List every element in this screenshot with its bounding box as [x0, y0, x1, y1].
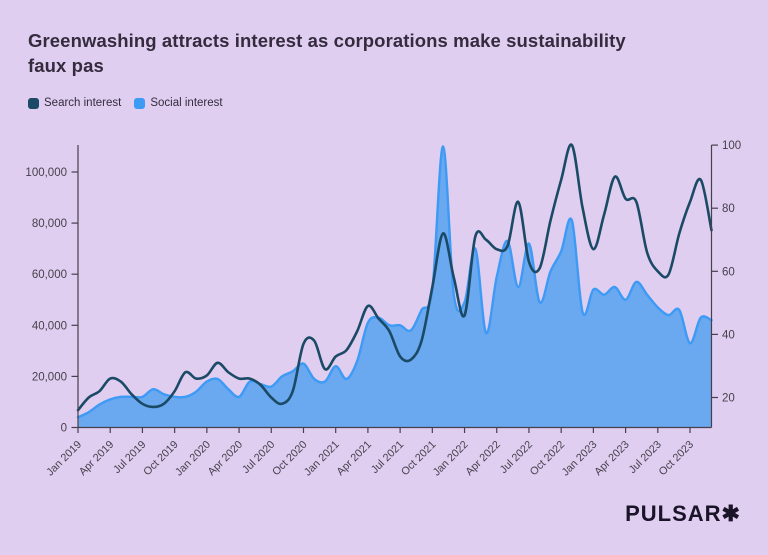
y-left-tick-label: 20,000	[32, 371, 67, 383]
y-left-tick-label: 80,000	[32, 218, 67, 230]
page-title-line1: Greenwashing attracts interest as corpor…	[28, 30, 626, 51]
x-tick-label: Apr 2020	[206, 439, 245, 478]
x-tick-label: Apr 2023	[592, 439, 631, 478]
x-tick-label: Apr 2019	[77, 439, 116, 478]
x-tick-label: Apr 2022	[463, 439, 502, 478]
chart-legend: Search interest Social interest	[28, 97, 223, 109]
legend-swatch-search-interest	[28, 97, 39, 109]
y-right-tick-label: 100	[722, 140, 741, 152]
x-tick-label: Jan 2019	[44, 439, 84, 479]
social-area	[76, 145, 713, 428]
legend-label-social-interest: Social interest	[150, 97, 223, 109]
legend-item-search-interest[interactable]: Search interest	[28, 97, 121, 109]
x-tick-label: Jan 2023	[560, 439, 600, 479]
legend-item-social-interest[interactable]: Social interest	[134, 97, 223, 109]
y-right-tick-label: 60	[722, 266, 735, 278]
x-tick-label: Jan 2020	[173, 439, 213, 479]
x-tick-label: Oct 2023	[657, 439, 696, 478]
y-axis-right: 20 40 60 80 100	[710, 140, 741, 428]
y-left-tick-label: 40,000	[32, 320, 67, 332]
legend-label-search-interest: Search interest	[44, 97, 122, 109]
legend-swatch-social-interest	[134, 97, 146, 109]
y-right-tick-label: 40	[722, 329, 735, 341]
pulsar-logo: PULSAR✱	[625, 501, 741, 526]
y-left-tick-label: 60,000	[32, 269, 67, 281]
y-left-tick-label: 0	[61, 423, 67, 435]
x-tick-label: Apr 2021	[335, 439, 374, 478]
page-title-line2: faux pas	[28, 55, 104, 76]
x-tick-label: Jan 2021	[302, 439, 342, 479]
search-line	[76, 143, 713, 412]
page-title: Greenwashing attracts interest as corpor…	[28, 28, 626, 78]
y-axis-left: 0 20,000 40,000 60,000 80,000 100,000	[25, 145, 79, 435]
y-right-tick-label: 80	[722, 203, 735, 215]
y-left-tick-label: 100,000	[25, 167, 67, 179]
y-right-tick-label: 20	[722, 393, 735, 405]
x-tick-label: Jan 2022	[431, 439, 471, 479]
